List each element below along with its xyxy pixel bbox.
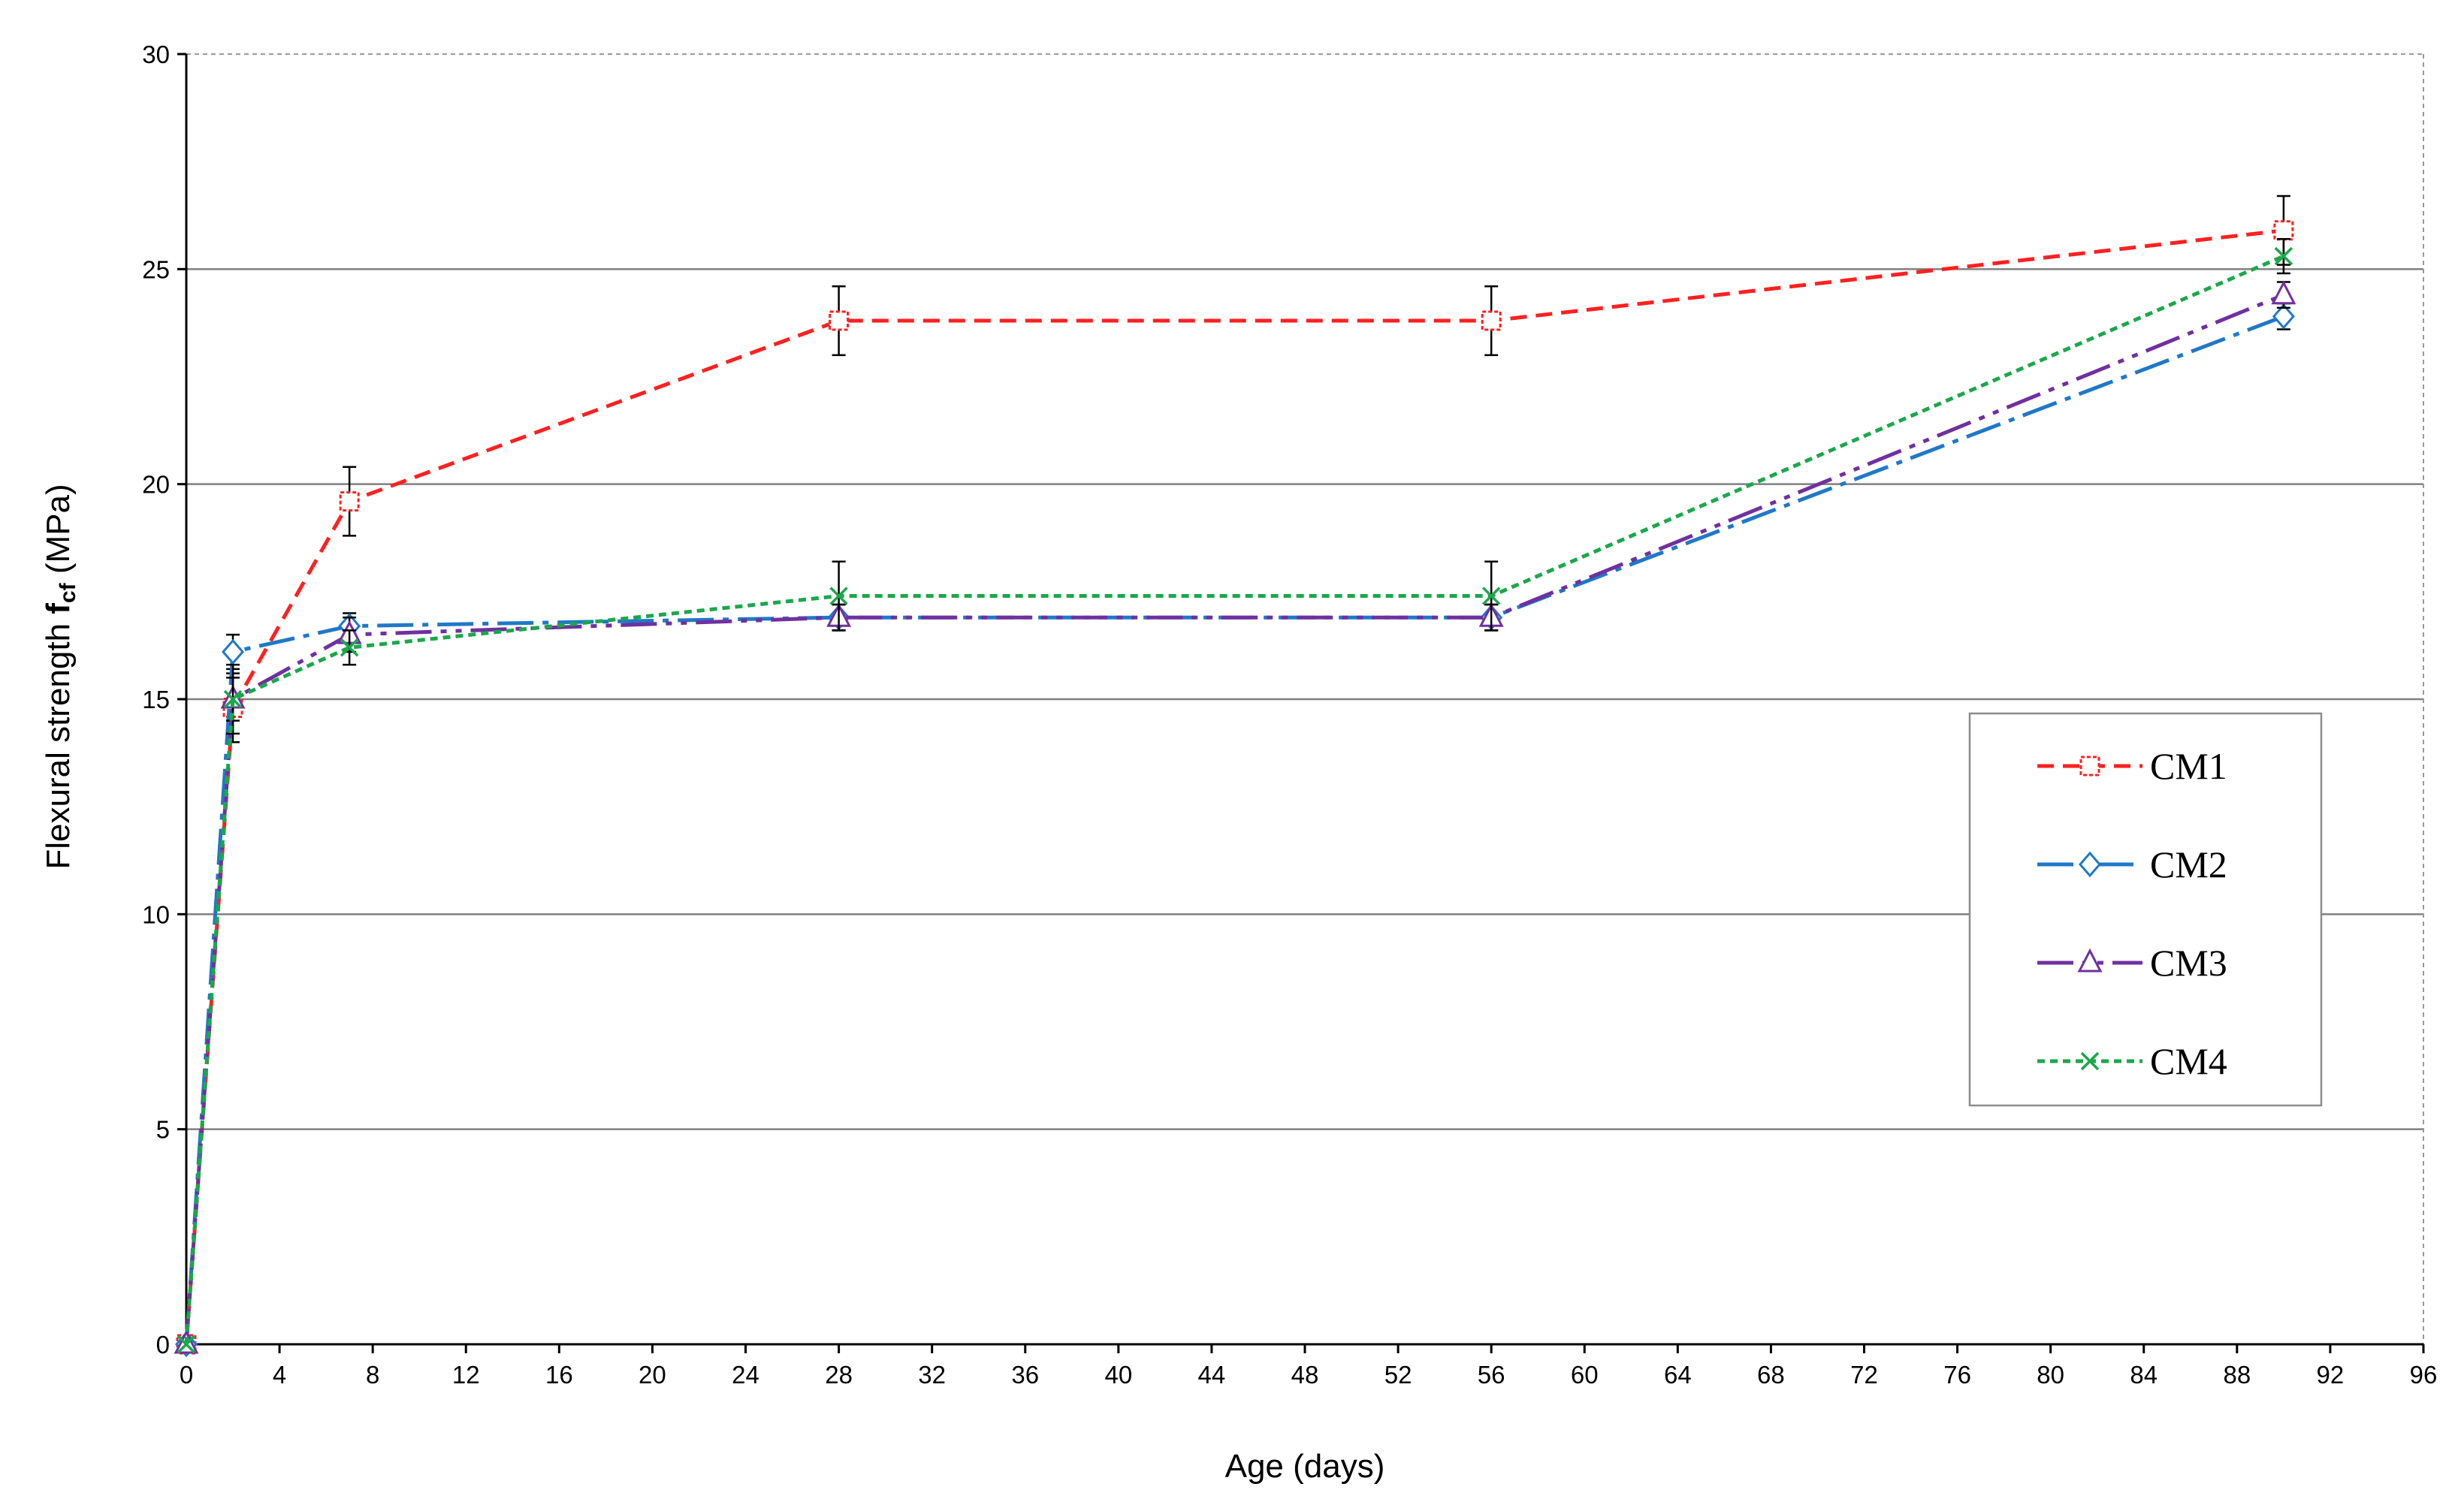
legend-label: CM4: [2150, 1040, 2227, 1082]
legend: CM1 CM2 CM3 CM4: [1968, 712, 2323, 1107]
y-tick-label: 30: [142, 41, 170, 68]
x-tick-labels: 0 4 8 12 16 20 24 28 32 36 40 44 48 52 56 60 64 68 72 76 80 8…: [180, 1344, 2438, 1389]
data-point: [340, 638, 359, 657]
x-tick-label: 64: [1664, 1361, 1692, 1389]
x-tick-label: 36: [1011, 1361, 1039, 1389]
y-tick-label: 10: [142, 900, 170, 928]
x-tick-label: 4: [273, 1361, 286, 1389]
data-point: [829, 310, 850, 331]
data-point: [223, 689, 243, 709]
legend-label: CM2: [2150, 843, 2227, 885]
legend-marker: [2080, 1051, 2100, 1071]
x-tick-label: 16: [545, 1361, 573, 1389]
y-axis-title-symbol: f: [40, 603, 77, 614]
x-axis-title: Age (days): [1225, 1448, 1385, 1485]
series-cm4: [177, 237, 2293, 1354]
legend-box: [1968, 712, 2323, 1107]
x-tick-label: 96: [2410, 1361, 2438, 1389]
data-point: [829, 587, 848, 605]
legend-marker: [2079, 756, 2100, 777]
x-tick-label: 32: [918, 1361, 946, 1389]
legend-marker: [2079, 851, 2101, 878]
y-tick-labels: 0 5 10 15 20 25 30: [142, 41, 186, 1359]
x-tick-label: 52: [1384, 1361, 1412, 1389]
x-tick-label: 88: [2223, 1361, 2251, 1389]
x-tick-label: 0: [180, 1361, 193, 1389]
data-point: [1481, 310, 1502, 331]
gridlines: [186, 53, 2424, 1344]
legend-item-cm4: CM4: [2037, 1040, 2227, 1082]
x-tick-label: 20: [639, 1361, 666, 1389]
y-tick-label: 0: [156, 1331, 170, 1359]
legend-item-cm3: CM3: [2037, 942, 2227, 984]
legend-marker: [2077, 948, 2103, 973]
legend-item-cm2: CM2: [2037, 843, 2227, 885]
y-axis-title-prefix: Flexural strength: [40, 614, 77, 870]
x-tick-label: 8: [366, 1361, 379, 1389]
data-point: [339, 491, 360, 512]
legend-label: CM1: [2150, 745, 2227, 787]
x-tick-label: 72: [1850, 1361, 1878, 1389]
x-tick-label: 44: [1198, 1361, 1226, 1389]
x-tick-label: 48: [1291, 1361, 1319, 1389]
y-tick-label: 15: [142, 686, 170, 713]
legend-label: CM3: [2150, 942, 2227, 984]
x-tick-label: 12: [452, 1361, 480, 1389]
series-line: [184, 254, 2284, 1345]
series-line: [184, 228, 2284, 1345]
x-tick-label: 40: [1104, 1361, 1132, 1389]
x-tick-label: 60: [1571, 1361, 1599, 1389]
y-tick-label: 5: [156, 1116, 170, 1144]
x-tick-label: 76: [1943, 1361, 1971, 1389]
x-tick-label: 56: [1478, 1361, 1505, 1389]
x-tick-label: 92: [2317, 1361, 2345, 1389]
x-tick-label: 28: [825, 1361, 853, 1389]
data-point: [1481, 587, 1501, 605]
x-tick-label: 84: [2130, 1361, 2158, 1389]
y-axis-title-subscript: cf: [56, 582, 80, 603]
data-point: [177, 1335, 196, 1354]
y-axis-title: Flexural strength fcf (MPa): [40, 484, 80, 869]
series: [174, 195, 2296, 1358]
y-tick-label: 25: [142, 255, 170, 283]
data-point: [222, 638, 245, 665]
data-point: [2274, 246, 2293, 266]
data-point: [2273, 220, 2294, 241]
data-point: [2272, 303, 2295, 330]
y-axis-title-suffix: (MPa): [40, 484, 77, 583]
legend-item-cm1: CM1: [2037, 745, 2227, 787]
data-point: [2271, 280, 2296, 305]
x-tick-label: 80: [2037, 1361, 2064, 1389]
x-tick-label: 24: [732, 1361, 759, 1389]
y-tick-label: 20: [142, 471, 170, 499]
x-tick-label: 68: [1757, 1361, 1785, 1389]
